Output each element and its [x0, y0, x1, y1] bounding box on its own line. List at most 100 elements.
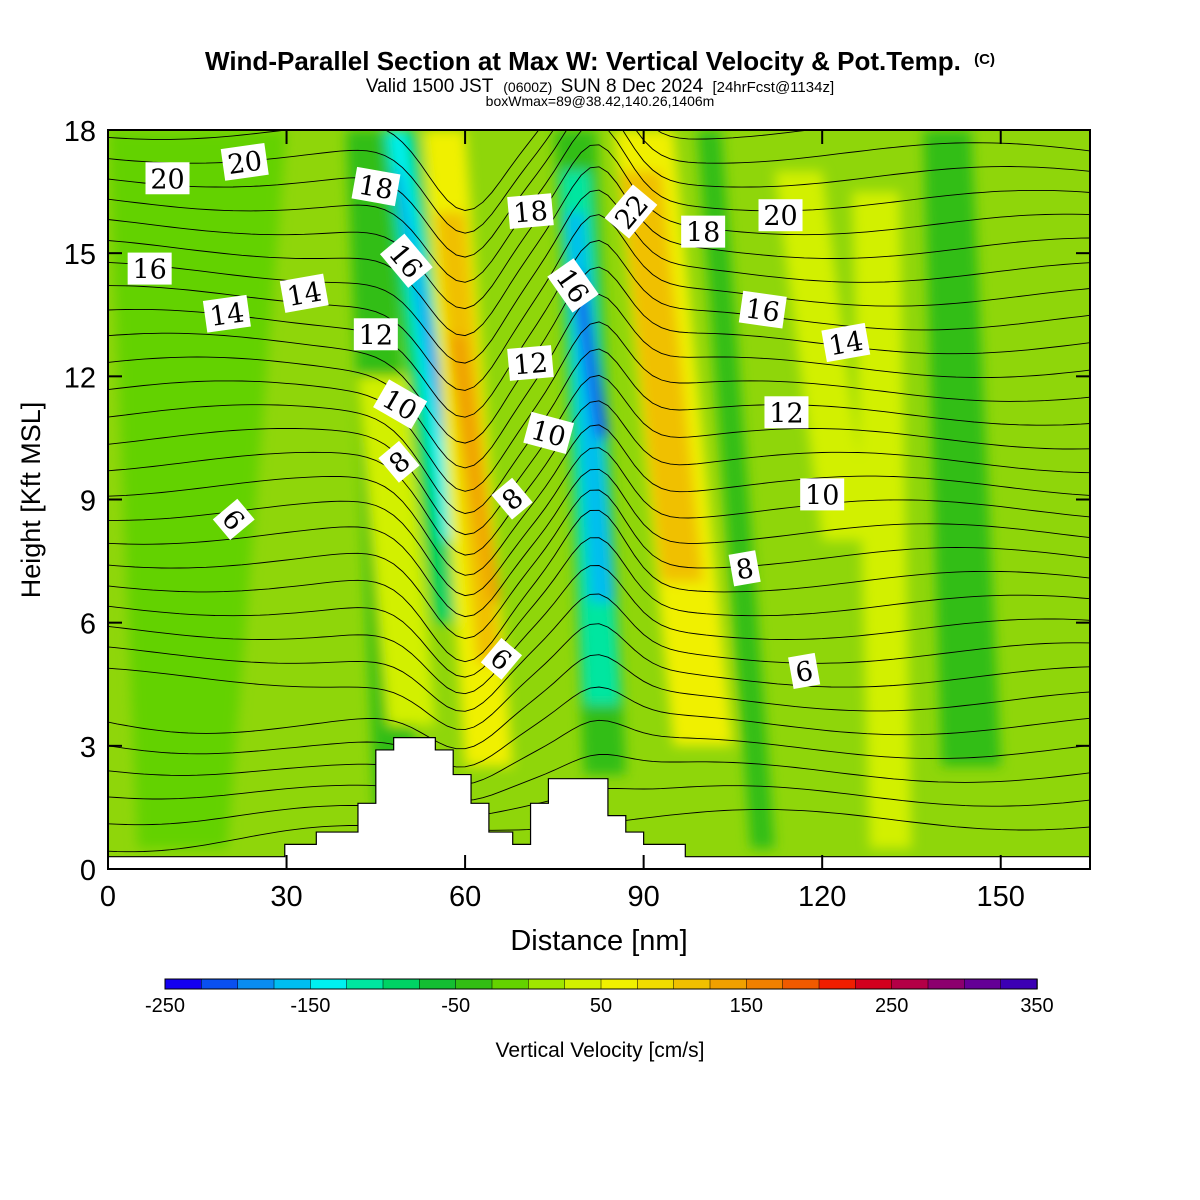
colorbar-swatch	[310, 978, 348, 990]
theta-contour-line	[108, 214, 1090, 391]
contour-label-box	[788, 652, 821, 690]
contour-label-text: 10	[805, 480, 839, 511]
colorbar-swatch	[164, 978, 203, 990]
x-tick-label: 0	[100, 881, 116, 913]
contour-label: 20	[145, 162, 190, 195]
contour-label-text: 12	[359, 320, 393, 351]
potential-temperature-contours	[108, 130, 1090, 853]
x-axis-label: Distance [nm]	[510, 925, 687, 957]
colorbar-swatch	[237, 978, 275, 990]
y-tick-label: 15	[64, 239, 96, 271]
contour-label-box	[202, 294, 251, 333]
theta-contour-line	[108, 144, 1090, 310]
contour-label-text: 18	[512, 196, 549, 230]
contour-label-box	[507, 345, 554, 381]
colorbar-tick-label: -150	[290, 995, 330, 1017]
colorbar-tick-label: 250	[875, 995, 908, 1017]
contour-label-box	[373, 379, 428, 430]
y-tick-label: 6	[80, 609, 96, 641]
contour-label-box	[220, 142, 269, 181]
contour-label-box	[127, 252, 172, 285]
colorbar-swatch	[419, 978, 457, 990]
contour-label-text: 6	[793, 656, 815, 690]
contour-label-box	[681, 215, 726, 248]
velocity-feature	[697, 130, 775, 849]
colorbar-swatch	[564, 978, 602, 990]
colorbar-swatch	[782, 978, 820, 990]
contour-label: 8	[728, 550, 761, 587]
contour-label-text: 12	[769, 398, 803, 429]
theta-contour-line	[108, 321, 1090, 492]
contour-label-box	[758, 199, 803, 232]
velocity-feature	[572, 273, 608, 438]
colorbar-swatch	[346, 978, 384, 990]
contour-label-box	[507, 193, 554, 229]
velocity-feature	[393, 171, 454, 438]
colorbar-swatch	[382, 978, 421, 990]
colorbar-tick-label: 350	[1020, 995, 1053, 1017]
theta-contour-line	[108, 130, 1090, 258]
contour-label-text: 16	[132, 255, 166, 286]
y-tick-label: 3	[80, 732, 96, 764]
contour-label-text: 18	[686, 218, 720, 249]
contour-label-box	[604, 184, 658, 239]
x-axis: 0 30 60 90 120 150	[100, 130, 1025, 913]
contour-label: 20	[758, 199, 803, 232]
contour-label-box	[728, 550, 761, 587]
theta-contour-line	[108, 468, 1090, 618]
contour-label-text: 20	[763, 201, 797, 232]
chart-title: Wind-Parallel Section at Max W: Vertical…	[205, 46, 995, 76]
contour-label-text: 14	[285, 276, 324, 312]
theta-contour-line	[108, 166, 1090, 337]
contour-label-box	[145, 162, 190, 195]
colorbar-tick-label: 150	[730, 995, 763, 1017]
colorbar-swatch	[673, 978, 711, 990]
box-wmax-info: boxWmax=89@38.42,140.26,1406m	[486, 93, 715, 109]
theta-contour-line	[108, 130, 1090, 234]
contour-label: 14	[821, 322, 871, 363]
theta-contour-line	[108, 447, 1090, 597]
contour-label: 18	[351, 166, 401, 207]
theta-contour-line	[108, 348, 1090, 514]
theta-contour-line	[108, 654, 1090, 750]
colorbar-swatch	[1000, 978, 1038, 990]
colorbar-swatch	[201, 978, 239, 990]
theta-contour-line	[108, 293, 1090, 469]
theta-contour-line	[108, 686, 1090, 768]
theta-contour-line	[108, 400, 1090, 556]
x-tick-label: 60	[449, 881, 481, 913]
velocity-feature	[357, 376, 436, 726]
contour-label: 20	[220, 142, 269, 181]
chart-title-text: Wind-Parallel Section at Max W: Vertical…	[205, 46, 961, 76]
contour-label-text: 14	[826, 326, 865, 362]
theta-contour-line	[108, 189, 1090, 364]
colorbar-tick-label: 50	[590, 995, 612, 1017]
valid-date: SUN 8 Dec 2024	[561, 76, 704, 97]
contour-label: 12	[507, 345, 554, 381]
theta-contour-line	[108, 593, 1090, 712]
contour-label-box	[480, 637, 523, 680]
colorbar-tick-label: -50	[441, 995, 470, 1017]
contour-label-text: 18	[356, 170, 395, 206]
contour-label: 12	[764, 396, 809, 429]
terrain-profile	[108, 737, 1090, 869]
contour-label-box	[821, 322, 871, 363]
contour-label-text: 20	[226, 146, 264, 181]
colorbar-label: Vertical Velocity [cm/s]	[496, 1039, 705, 1062]
colorbar-swatch	[273, 978, 312, 990]
colorbar-frame	[164, 978, 1038, 990]
contour-label-text: 8	[734, 553, 756, 587]
contour-label: 6	[788, 652, 821, 690]
contour-label-box	[379, 233, 433, 288]
contour-label: 12	[353, 318, 398, 351]
forecast-info: [24hrFcst@1134z]	[712, 79, 834, 96]
colorbar-swatch	[927, 978, 966, 990]
theta-contour-line	[108, 424, 1090, 576]
y-tick-label: 18	[64, 116, 96, 148]
contour-label-box	[351, 166, 401, 207]
contour-label-box	[764, 396, 809, 429]
chart-subtitle: Valid 1500 JST (0600Z) SUN 8 Dec 2024 [2…	[366, 76, 834, 97]
velocity-feature	[774, 171, 870, 541]
y-tick-label: 12	[64, 362, 96, 394]
